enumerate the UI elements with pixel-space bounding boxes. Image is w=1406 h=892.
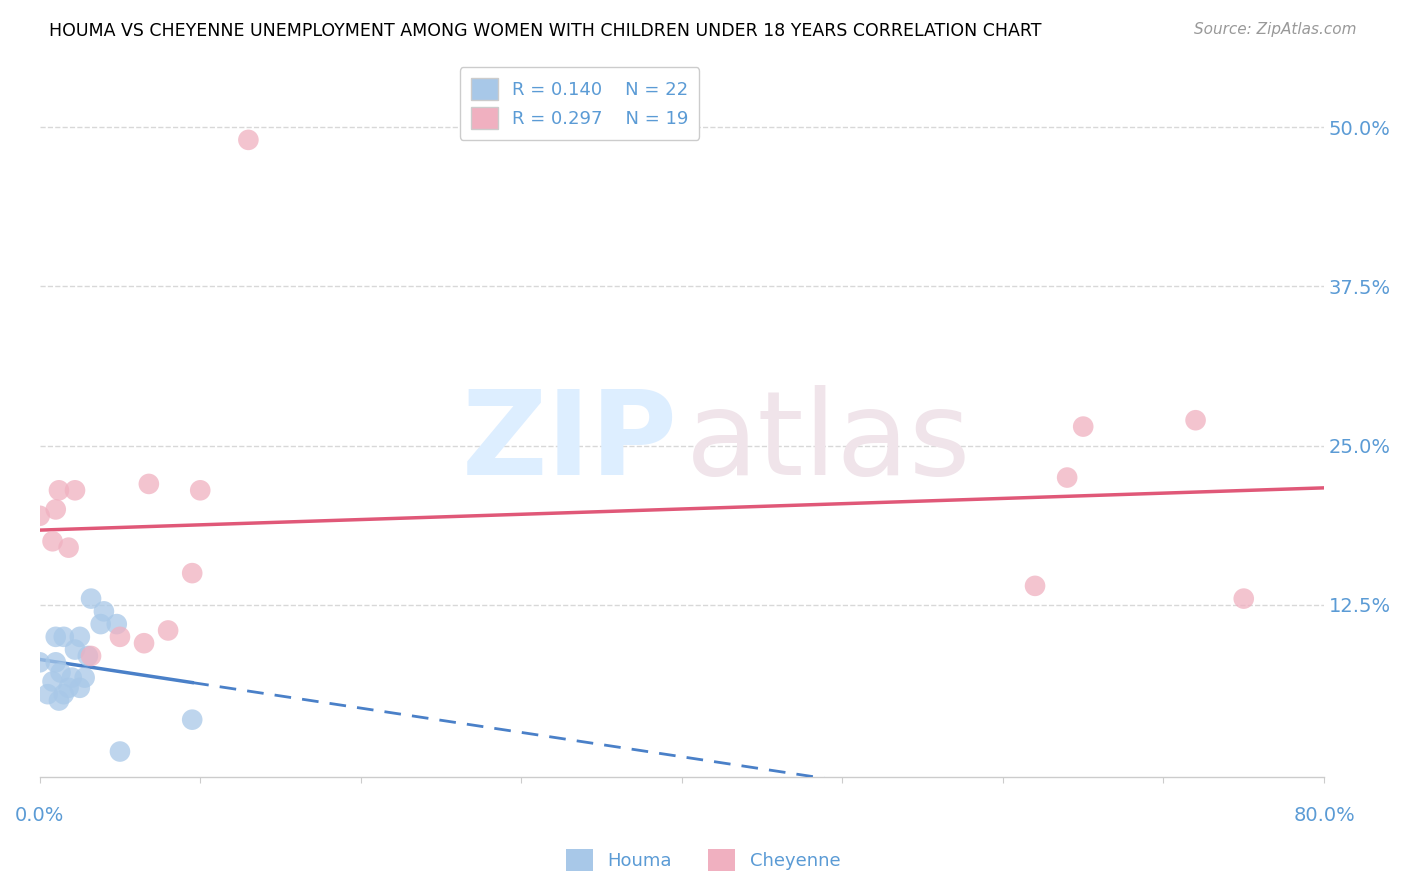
Point <box>181 566 204 581</box>
Text: 0.0%: 0.0% <box>15 806 65 825</box>
Point <box>63 483 86 498</box>
Point <box>105 617 128 632</box>
Point <box>45 630 67 644</box>
Point <box>1184 413 1206 427</box>
Point <box>60 671 83 685</box>
Point <box>238 133 260 147</box>
Point <box>58 541 80 555</box>
Point <box>76 648 98 663</box>
Point <box>45 656 67 670</box>
Point <box>1056 470 1078 484</box>
Point <box>1024 579 1046 593</box>
Point <box>132 636 155 650</box>
Point <box>48 483 70 498</box>
Legend: R = 0.140    N = 22, R = 0.297    N = 19: R = 0.140 N = 22, R = 0.297 N = 19 <box>460 67 699 140</box>
Point <box>41 534 63 549</box>
Point <box>28 656 51 670</box>
Point <box>181 713 204 727</box>
Point <box>28 508 51 523</box>
Point <box>108 745 131 759</box>
Point <box>108 630 131 644</box>
Point <box>1233 591 1256 606</box>
Point <box>80 648 103 663</box>
Point <box>93 604 115 618</box>
Point <box>69 681 91 695</box>
Point <box>58 681 80 695</box>
Point <box>69 630 91 644</box>
Text: ZIP: ZIP <box>463 385 678 500</box>
Y-axis label: Unemployment Among Women with Children Under 18 years: Unemployment Among Women with Children U… <box>0 160 8 667</box>
Point <box>1071 419 1094 434</box>
Text: 80.0%: 80.0% <box>1294 806 1355 825</box>
Point <box>157 624 180 638</box>
Point <box>49 665 72 680</box>
Point <box>63 642 86 657</box>
Text: Source: ZipAtlas.com: Source: ZipAtlas.com <box>1194 22 1357 37</box>
Text: atlas: atlas <box>686 385 972 500</box>
Point <box>80 591 103 606</box>
Point <box>48 693 70 707</box>
Legend: Houma, Cheyenne: Houma, Cheyenne <box>558 842 848 879</box>
Point <box>41 674 63 689</box>
Point <box>45 502 67 516</box>
Point <box>37 687 59 701</box>
Point <box>90 617 112 632</box>
Point <box>138 477 160 491</box>
Point <box>188 483 211 498</box>
Point <box>73 671 96 685</box>
Point <box>52 687 75 701</box>
Point <box>52 630 75 644</box>
Text: HOUMA VS CHEYENNE UNEMPLOYMENT AMONG WOMEN WITH CHILDREN UNDER 18 YEARS CORRELAT: HOUMA VS CHEYENNE UNEMPLOYMENT AMONG WOM… <box>49 22 1042 40</box>
